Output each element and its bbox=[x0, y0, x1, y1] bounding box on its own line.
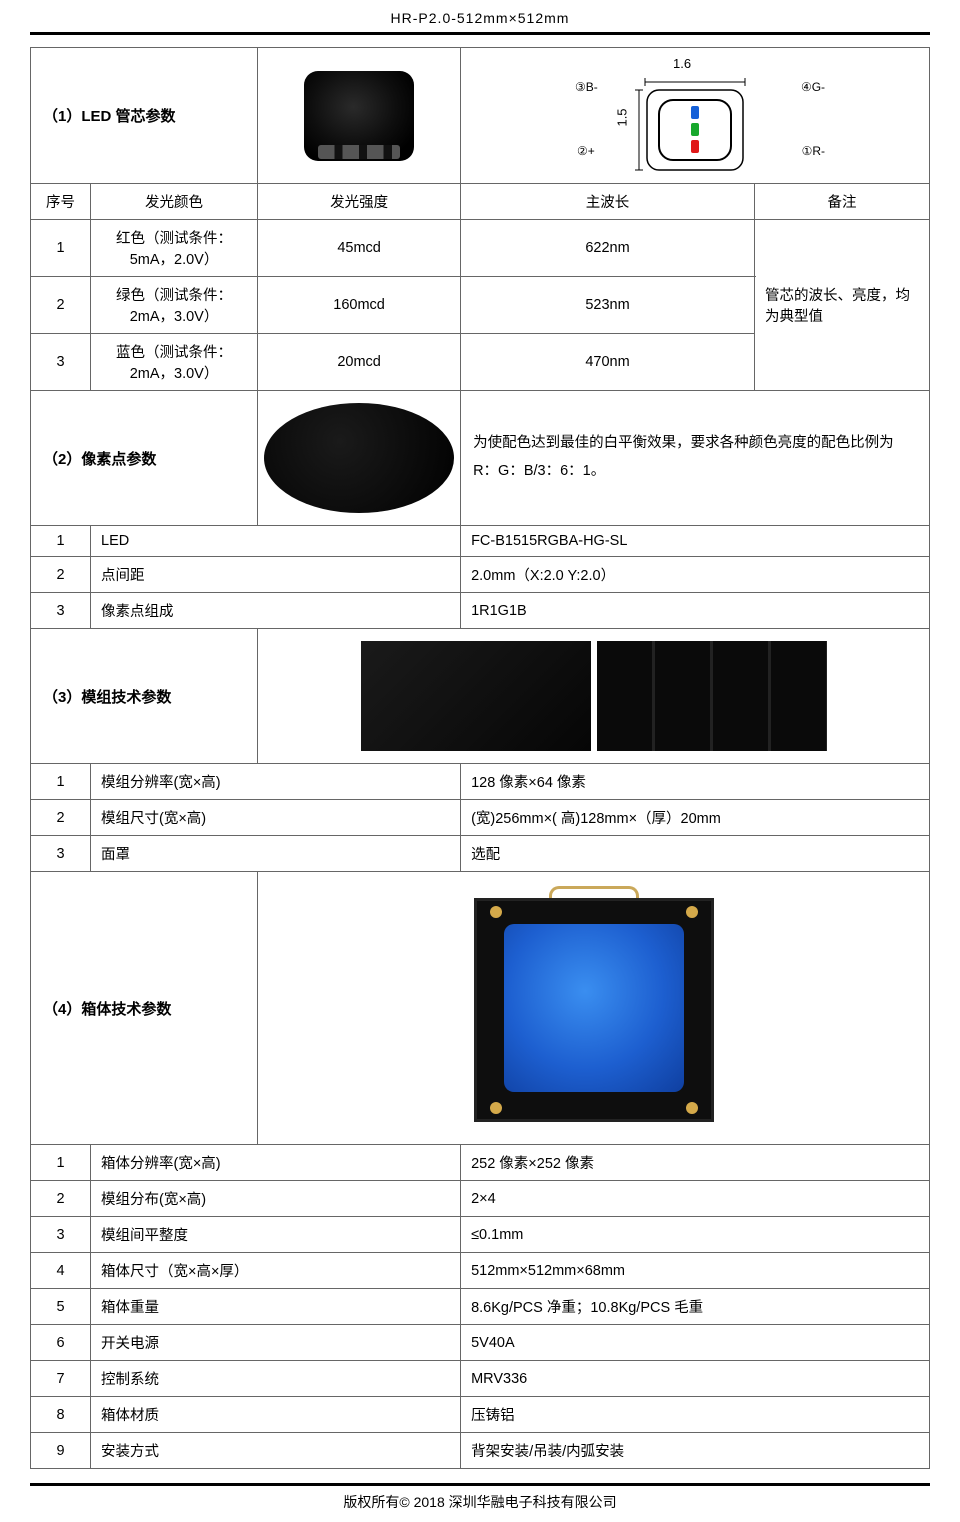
s4-r8-v: 压铸铝 bbox=[461, 1397, 930, 1433]
s4-r8-n: 8 bbox=[31, 1397, 91, 1433]
s1-r2-int: 160mcd bbox=[258, 277, 461, 334]
s4-r8-k: 箱体材质 bbox=[91, 1397, 461, 1433]
spec-table: （1）LED 管芯参数 1.6 1.5 ③B- ②+ ④G- ①R- bbox=[30, 47, 930, 1469]
col-seq: 序号 bbox=[31, 184, 91, 220]
s1-r3-int: 20mcd bbox=[258, 334, 461, 391]
s4-r9-v: 背架安装/吊装/内弧安装 bbox=[461, 1433, 930, 1469]
s4-r6-v: 5V40A bbox=[461, 1325, 930, 1361]
s2-r1-k: LED bbox=[91, 526, 461, 557]
section-1-label: （1）LED 管芯参数 bbox=[31, 48, 258, 184]
s4-r7-n: 7 bbox=[31, 1361, 91, 1397]
s4-r2-v: 2×4 bbox=[461, 1181, 930, 1217]
s1-r1-int: 45mcd bbox=[258, 220, 461, 277]
s1-r2-n: 2 bbox=[31, 277, 91, 334]
s2-r1-n: 1 bbox=[31, 526, 91, 557]
s3-r3-n: 3 bbox=[31, 836, 91, 872]
section-3-label: （3）模组技术参数 bbox=[31, 629, 258, 764]
s2-r1-v: FC-B1515RGBA-HG-SL bbox=[461, 526, 930, 557]
s4-r2-k: 模组分布(宽×高) bbox=[91, 1181, 461, 1217]
s2-r3-n: 3 bbox=[31, 593, 91, 629]
s4-r5-k: 箱体重量 bbox=[91, 1289, 461, 1325]
col-intensity: 发光强度 bbox=[258, 184, 461, 220]
s1-r2-color: 绿色（测试条件：2mA，3.0V） bbox=[91, 277, 258, 334]
s4-r3-k: 模组间平整度 bbox=[91, 1217, 461, 1253]
s4-r7-v: MRV336 bbox=[461, 1361, 930, 1397]
led-chip-image bbox=[258, 48, 461, 184]
pin-label-tl: ③B- bbox=[575, 80, 598, 94]
s4-r3-n: 3 bbox=[31, 1217, 91, 1253]
s4-r1-n: 1 bbox=[31, 1145, 91, 1181]
s3-r3-v: 选配 bbox=[461, 836, 930, 872]
s2-note: 为使配色达到最佳的白平衡效果，要求各种颜色亮度的配色比例为 R：G：B/3：6：… bbox=[461, 391, 930, 526]
s4-r2-n: 2 bbox=[31, 1181, 91, 1217]
s2-r2-k: 点间距 bbox=[91, 557, 461, 593]
s4-r4-v: 512mm×512mm×68mm bbox=[461, 1253, 930, 1289]
pin-label-bl: ②+ bbox=[577, 144, 595, 158]
s2-r3-k: 像素点组成 bbox=[91, 593, 461, 629]
s3-r2-n: 2 bbox=[31, 800, 91, 836]
s3-r1-v: 128 像素×64 像素 bbox=[461, 764, 930, 800]
s4-r4-n: 4 bbox=[31, 1253, 91, 1289]
s1-r2-wave: 523nm bbox=[461, 277, 755, 334]
s3-r3-k: 面罩 bbox=[91, 836, 461, 872]
s1-r1-wave: 622nm bbox=[461, 220, 755, 277]
footer-text: 版权所有© 2018 深圳华融电子科技有限公司 bbox=[30, 1486, 930, 1522]
s2-r2-v: 2.0mm（X:2.0 Y:2.0） bbox=[461, 557, 930, 593]
s4-r9-n: 9 bbox=[31, 1433, 91, 1469]
s3-r1-k: 模组分辨率(宽×高) bbox=[91, 764, 461, 800]
s4-r5-n: 5 bbox=[31, 1289, 91, 1325]
diagram-width: 1.6 bbox=[673, 56, 691, 71]
page-title: HR-P2.0-512mm×512mm bbox=[30, 10, 930, 26]
s4-r1-k: 箱体分辨率(宽×高) bbox=[91, 1145, 461, 1181]
s4-r1-v: 252 像素×252 像素 bbox=[461, 1145, 930, 1181]
pixel-ellipse-image bbox=[258, 391, 461, 526]
s4-r3-v: ≤0.1mm bbox=[461, 1217, 930, 1253]
s1-r3-wave: 470nm bbox=[461, 334, 755, 391]
pin-label-tr: ④G- bbox=[801, 80, 825, 94]
header-rule bbox=[30, 32, 930, 35]
cabinet-image bbox=[258, 872, 930, 1145]
col-color: 发光颜色 bbox=[91, 184, 258, 220]
pin-label-br: ①R- bbox=[802, 144, 825, 158]
s4-r7-k: 控制系统 bbox=[91, 1361, 461, 1397]
s2-r3-v: 1R1G1B bbox=[461, 593, 930, 629]
s4-r5-v: 8.6Kg/PCS 净重；10.8Kg/PCS 毛重 bbox=[461, 1289, 930, 1325]
diagram-height: 1.5 bbox=[615, 108, 630, 126]
s1-r3-n: 3 bbox=[31, 334, 91, 391]
col-note: 备注 bbox=[755, 184, 930, 220]
s1-r1-color: 红色（测试条件：5mA，2.0V） bbox=[91, 220, 258, 277]
s4-r9-k: 安装方式 bbox=[91, 1433, 461, 1469]
section-2-label: （2）像素点参数 bbox=[31, 391, 258, 526]
s4-r6-n: 6 bbox=[31, 1325, 91, 1361]
s1-r3-color: 蓝色（测试条件：2mA，3.0V） bbox=[91, 334, 258, 391]
s1-r1-n: 1 bbox=[31, 220, 91, 277]
s3-r1-n: 1 bbox=[31, 764, 91, 800]
s3-r2-v: (宽)256mm×( 高)128mm×（厚）20mm bbox=[461, 800, 930, 836]
s4-r4-k: 箱体尺寸（宽×高×厚） bbox=[91, 1253, 461, 1289]
col-wavelength: 主波长 bbox=[461, 184, 755, 220]
led-diagram: 1.6 1.5 ③B- ②+ ④G- ①R- bbox=[461, 48, 930, 184]
s2-r2-n: 2 bbox=[31, 557, 91, 593]
s1-note: 管芯的波长、亮度，均为典型值 bbox=[755, 220, 930, 391]
s4-r6-k: 开关电源 bbox=[91, 1325, 461, 1361]
s3-r2-k: 模组尺寸(宽×高) bbox=[91, 800, 461, 836]
module-images bbox=[258, 629, 930, 764]
section-4-label: （4）箱体技术参数 bbox=[31, 872, 258, 1145]
